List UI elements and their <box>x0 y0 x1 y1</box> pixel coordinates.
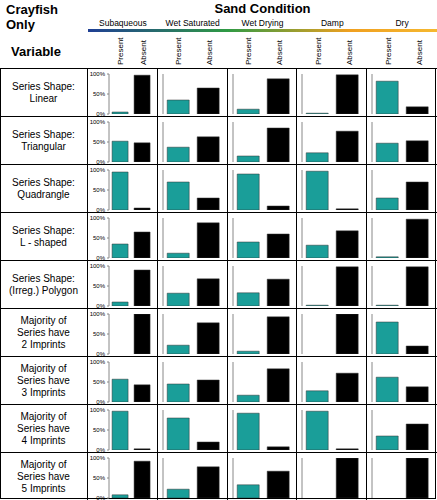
svg-text:Crayfish: Crayfish <box>8 2 58 17</box>
html-text:Series Shape:: Series Shape: <box>12 224 75 236</box>
html-text:Majority of: Majority of <box>20 362 67 374</box>
svg-text:Present: Present <box>384 37 393 65</box>
svg-text:Wet Saturated: Wet Saturated <box>166 18 220 28</box>
html-text:Series Shape:: Series Shape: <box>12 80 75 92</box>
html-text:Linear: Linear <box>29 92 58 104</box>
html-text:5 Imprints: 5 Imprints <box>21 482 66 494</box>
svg-text:50%: 50% <box>93 187 106 193</box>
svg-text:50%: 50% <box>93 379 106 385</box>
html-text:Majority of: Majority of <box>20 314 67 326</box>
svg-text:Sand Condition: Sand Condition <box>214 1 310 16</box>
svg-text:50%: 50% <box>93 139 106 145</box>
html-text:3 Imprints: 3 Imprints <box>21 386 66 398</box>
svg-text:50%: 50% <box>93 91 106 97</box>
html-text:Series have: Series have <box>17 422 70 434</box>
svg-text:100%: 100% <box>90 407 106 413</box>
svg-text:Wet Drying: Wet Drying <box>242 18 284 28</box>
html-text:Quadrangle: Quadrangle <box>17 188 70 200</box>
html-text:Series have: Series have <box>17 374 70 386</box>
svg-text:Variable: Variable <box>11 44 61 59</box>
svg-text:50%: 50% <box>93 427 106 433</box>
html-text:2 Imprints: 2 Imprints <box>21 338 66 350</box>
svg-text:100%: 100% <box>90 215 106 221</box>
html-text:Majority of: Majority of <box>20 410 67 422</box>
svg-text:100%: 100% <box>90 263 106 269</box>
svg-text:100%: 100% <box>90 71 106 77</box>
svg-text:Damp: Damp <box>321 18 344 28</box>
html-text:L - shaped: L - shaped <box>20 236 67 248</box>
svg-text:50%: 50% <box>93 283 106 289</box>
svg-text:50%: 50% <box>93 235 106 241</box>
html-text:Series Shape:: Series Shape: <box>12 272 75 284</box>
svg-text:Only: Only <box>8 17 36 32</box>
svg-text:100%: 100% <box>90 167 106 173</box>
svg-text:Present: Present <box>314 37 323 65</box>
svg-text:0%: 0% <box>96 495 105 500</box>
svg-text:Absent: Absent <box>139 39 148 65</box>
svg-text:100%: 100% <box>90 311 106 317</box>
html-text:Series Shape:: Series Shape: <box>12 176 75 188</box>
html-text:Series have: Series have <box>17 470 70 482</box>
html-text:Series Shape:: Series Shape: <box>12 128 75 140</box>
svg-text:Absent: Absent <box>205 39 214 65</box>
svg-text:Dry: Dry <box>395 18 409 28</box>
svg-text:Subaqueous: Subaqueous <box>99 18 147 28</box>
svg-text:50%: 50% <box>93 475 106 481</box>
svg-text:Present: Present <box>174 37 183 65</box>
svg-text:100%: 100% <box>90 119 106 125</box>
svg-text:Absent: Absent <box>345 39 354 65</box>
html-text:(Irreg.) Polygon: (Irreg.) Polygon <box>9 284 78 296</box>
svg-text:Absent: Absent <box>415 39 424 65</box>
html-text:4 Imprints: 4 Imprints <box>21 434 66 446</box>
svg-text:100%: 100% <box>90 455 106 461</box>
html-text:Series have: Series have <box>17 326 70 338</box>
svg-text:Present: Present <box>244 37 253 65</box>
svg-text:Absent: Absent <box>275 39 284 65</box>
svg-text:50%: 50% <box>93 331 106 337</box>
svg-text:100%: 100% <box>90 359 106 365</box>
html-text:Triangular: Triangular <box>21 140 66 152</box>
svg-text:Present: Present <box>116 37 125 65</box>
html-text:Majority of: Majority of <box>20 458 67 470</box>
